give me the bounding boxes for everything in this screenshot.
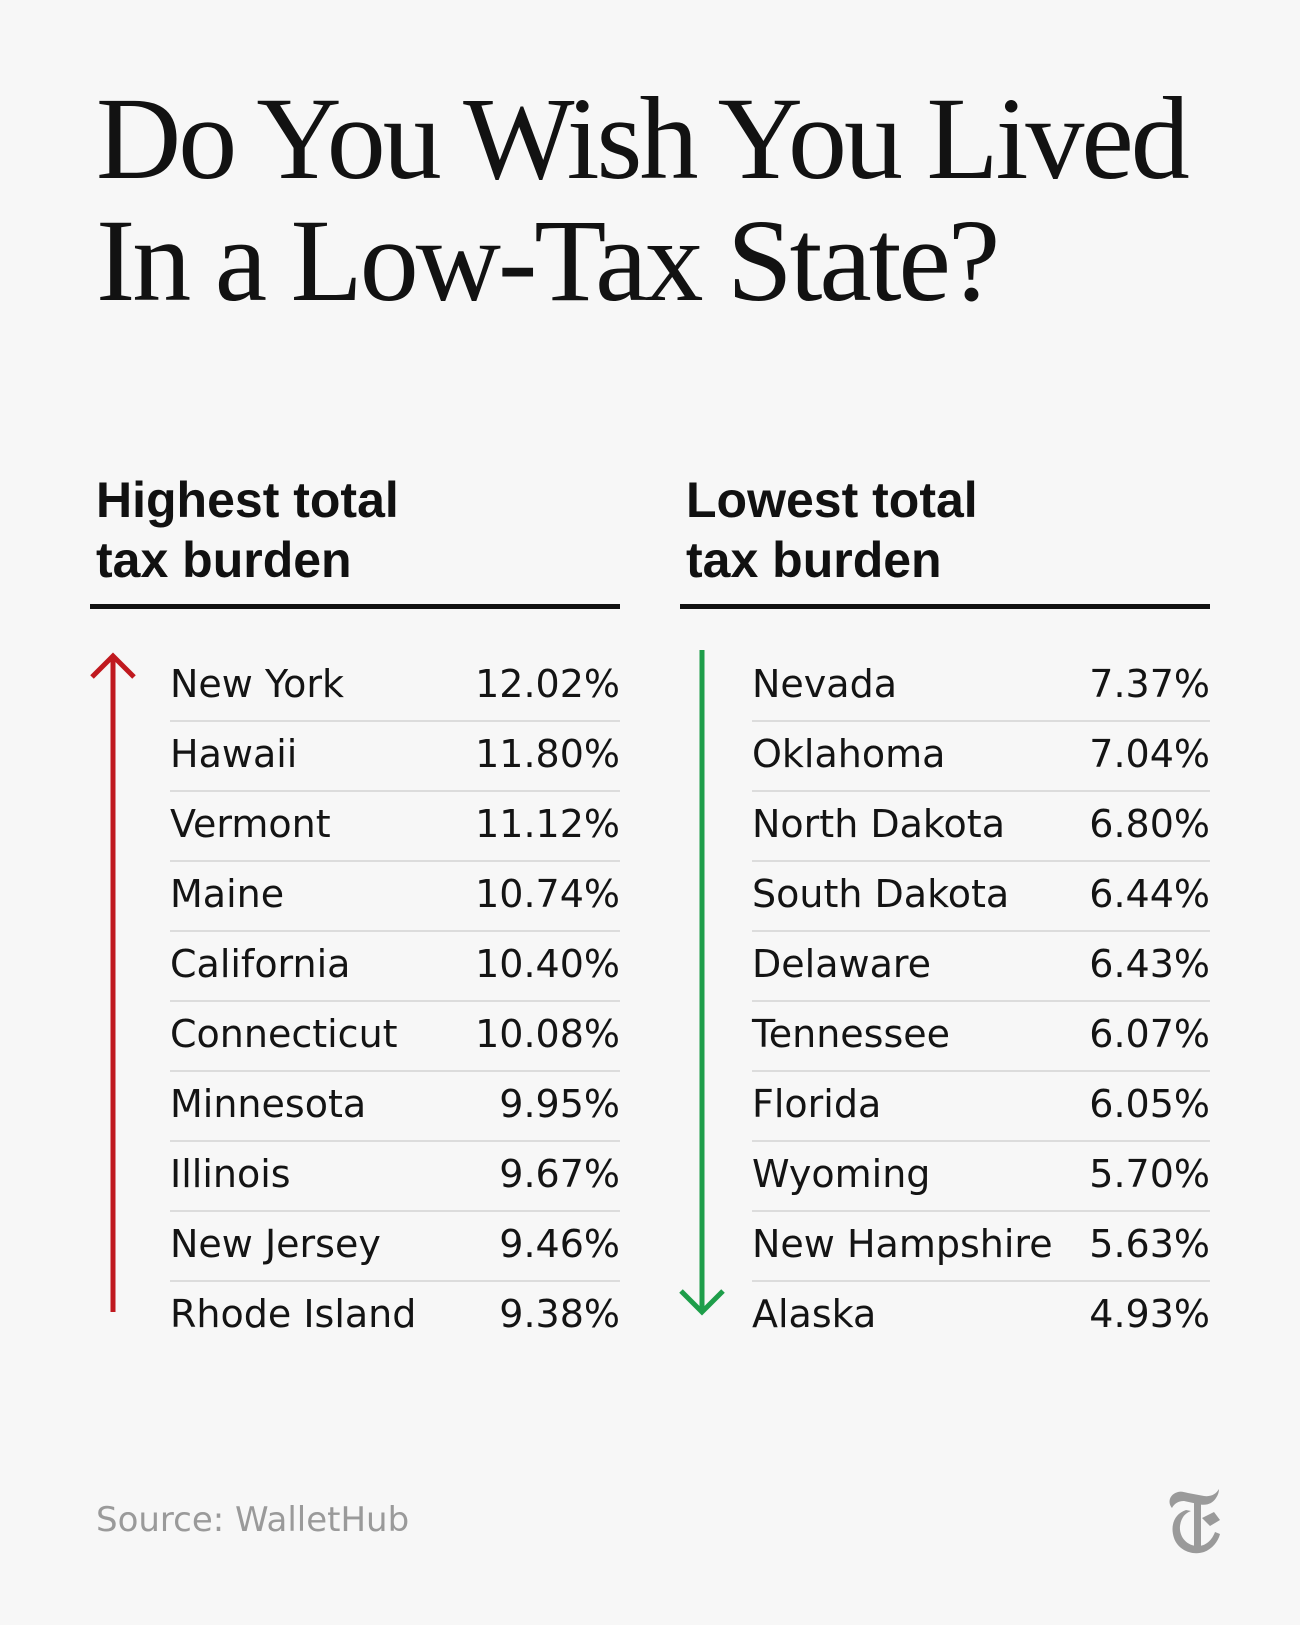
lowest-row-state: Alaska [752, 1292, 877, 1336]
lowest-table-row: Tennessee 6.07% [752, 1000, 1210, 1072]
highest-row-state: Hawaii [170, 732, 298, 776]
lowest-row-value: 6.80% [1089, 802, 1210, 846]
highest-table-row: California 10.40% [170, 930, 620, 1002]
source-note: Source: WalletHub [96, 1500, 410, 1540]
highest-table-row: Illinois 9.67% [170, 1140, 620, 1212]
highest-row-value: 11.12% [475, 802, 620, 846]
highest-row-state: Rhode Island [170, 1292, 417, 1336]
lowest-row-state: New Hampshire [752, 1222, 1053, 1266]
lowest-row-value: 7.37% [1089, 662, 1210, 706]
lowest-row-state: South Dakota [752, 872, 1010, 916]
highest-row-value: 12.02% [475, 662, 620, 706]
highest-row-state: California [170, 942, 351, 986]
down-arrow-icon [679, 650, 725, 1316]
highest-row-state: New Jersey [170, 1222, 381, 1266]
lowest-row-state: Delaware [752, 942, 932, 986]
highest-heading-rule [90, 604, 620, 609]
lowest-heading-rule [680, 604, 1210, 609]
lowest-heading-line-1: Lowest total [686, 472, 978, 528]
highest-row-state: Maine [170, 872, 285, 916]
up-arrow-icon [90, 652, 136, 1312]
lowest-row-state: Florida [752, 1082, 882, 1126]
lowest-table-row: Nevada 7.37% [752, 650, 1210, 722]
lowest-table-row: Delaware 6.43% [752, 930, 1210, 1002]
highest-row-state: Minnesota [170, 1082, 367, 1126]
highest-row-value: 11.80% [475, 732, 620, 776]
lowest-row-value: 6.44% [1089, 872, 1210, 916]
highest-row-value: 10.40% [475, 942, 620, 986]
highest-table-row: Maine 10.74% [170, 860, 620, 932]
highest-tax-table: New York 12.02% Hawaii 11.80% Vermont 11.12% M… [170, 650, 620, 1372]
lowest-table-row: Alaska 4.93% [752, 1280, 1210, 1352]
highest-table-row: Rhode Island 9.38% [170, 1280, 620, 1352]
lowest-table-row: New Hampshire 5.63% [752, 1210, 1210, 1282]
highest-row-value: 9.67% [499, 1152, 620, 1196]
page-title: Do You Wish You Lived In a Low-Tax State… [96, 78, 1246, 322]
highest-table-row: Vermont 11.12% [170, 790, 620, 862]
lowest-row-value: 7.04% [1089, 732, 1210, 776]
lowest-heading-line-2: tax burden [686, 532, 942, 588]
nyt-logo-icon [1169, 1489, 1220, 1554]
lowest-table-row: Florida 6.05% [752, 1070, 1210, 1142]
highest-table-row: Minnesota 9.95% [170, 1070, 620, 1142]
title-line-2: In a Low-Tax State? [96, 195, 1000, 326]
highest-table-row: New York 12.02% [170, 650, 620, 722]
highest-table-row: New Jersey 9.46% [170, 1210, 620, 1282]
lowest-table-row: South Dakota 6.44% [752, 860, 1210, 932]
highest-heading-line-2: tax burden [96, 532, 352, 588]
lowest-panel-heading: Lowest total tax burden [686, 470, 978, 590]
lowest-row-state: North Dakota [752, 802, 1005, 846]
highest-table-row: Connecticut 10.08% [170, 1000, 620, 1072]
highest-heading-line-1: Highest total [96, 472, 399, 528]
highest-row-state: Illinois [170, 1152, 291, 1196]
lowest-row-value: 5.70% [1089, 1152, 1210, 1196]
highest-row-value: 9.38% [499, 1292, 620, 1336]
lowest-row-value: 6.07% [1089, 1012, 1210, 1056]
highest-row-state: Connecticut [170, 1012, 398, 1056]
lowest-row-state: Wyoming [752, 1152, 931, 1196]
highest-row-value: 9.95% [499, 1082, 620, 1126]
highest-row-state: New York [170, 662, 345, 706]
lowest-table-row: Oklahoma 7.04% [752, 720, 1210, 792]
lowest-row-state: Nevada [752, 662, 897, 706]
highest-panel-heading: Highest total tax burden [96, 470, 399, 590]
lowest-row-state: Tennessee [752, 1012, 951, 1056]
lowest-table-row: North Dakota 6.80% [752, 790, 1210, 862]
lowest-tax-table: Nevada 7.37% Oklahoma 7.04% North Dakota 6.80… [752, 650, 1210, 1372]
lowest-table-row: Wyoming 5.70% [752, 1140, 1210, 1212]
highest-row-value: 10.08% [475, 1012, 620, 1056]
highest-row-value: 10.74% [475, 872, 620, 916]
lowest-row-value: 4.93% [1089, 1292, 1210, 1336]
lowest-row-value: 6.05% [1089, 1082, 1210, 1126]
title-line-1: Do You Wish You Lived [96, 73, 1190, 204]
highest-table-row: Hawaii 11.80% [170, 720, 620, 792]
lowest-row-value: 6.43% [1089, 942, 1210, 986]
highest-row-value: 9.46% [499, 1222, 620, 1266]
highest-row-state: Vermont [170, 802, 331, 846]
lowest-row-state: Oklahoma [752, 732, 946, 776]
lowest-row-value: 5.63% [1089, 1222, 1210, 1266]
